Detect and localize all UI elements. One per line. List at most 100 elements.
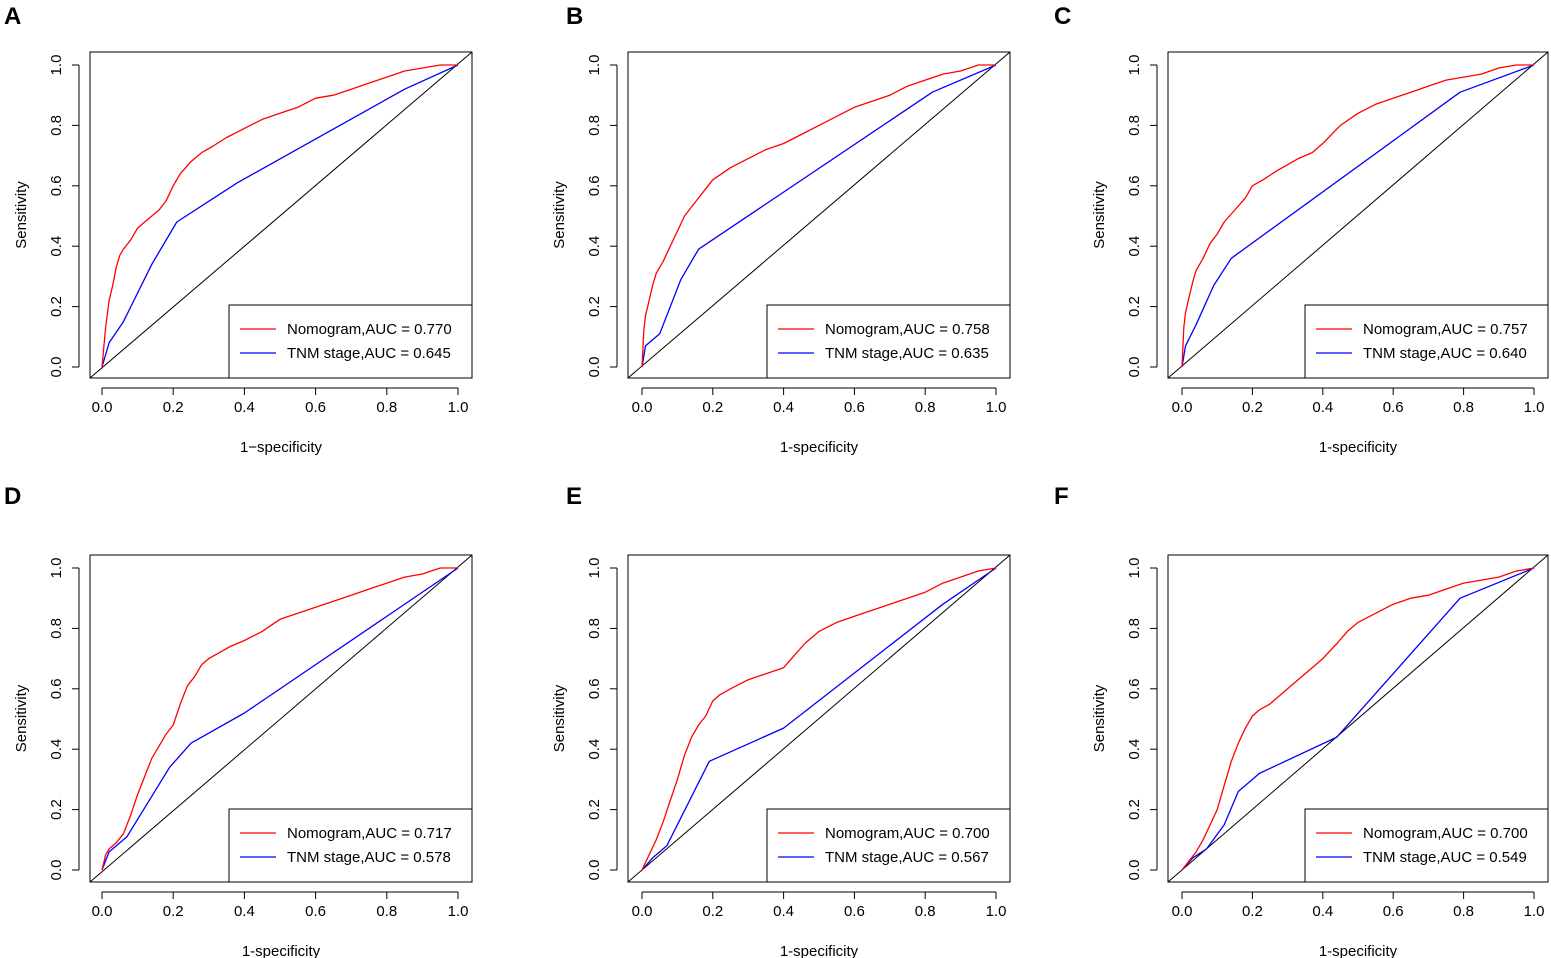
tnm-curve-c (1181, 64, 1535, 368)
legend-box (766, 304, 1011, 379)
panel-e: E0.0 0.2 0.4 0.6 0.8 1.01-specificity0.00.20.… (551, 483, 1011, 958)
nomogram-curve-d (101, 567, 458, 871)
x-axis-label: 1-specificity (1319, 439, 1398, 456)
y-tick-label: 0.4 (1126, 236, 1143, 257)
x-tick-label: 0.2 (702, 903, 723, 920)
x-tick-label: 0.0 (632, 903, 653, 920)
legend-entry: Nomogram,AUC = 0.700 (1363, 825, 1528, 842)
reference-diagonal (1167, 51, 1549, 379)
y-tick-label: 1.0 (1126, 55, 1143, 76)
x-tick-label: 0.0 (632, 399, 653, 416)
x-axis-label: 1-specificity (242, 943, 321, 958)
y-tick-label: 0.6 (48, 678, 65, 699)
x-tick-label: 0.0 (1172, 399, 1193, 416)
y-tick-label: 0.8 (1126, 618, 1143, 639)
x-tick-label: 0.8 (376, 903, 397, 920)
legend-entry: Nomogram,AUC = 0.758 (825, 321, 990, 338)
x-tick-label: 0.4 (234, 903, 255, 920)
x-tick-label: 0.2 (702, 399, 723, 416)
legend-box (766, 808, 1011, 883)
x-tick-label: 0.2 (1242, 399, 1263, 416)
y-tick-label: 1.0 (48, 558, 65, 579)
legend-entry: Nomogram,AUC = 0.717 (287, 825, 452, 842)
x-tick-label: 0.6 (305, 399, 326, 416)
x-tick-label: 1.0 (448, 903, 469, 920)
y-axis-c: 0.0 0.2 0.4 0.6 0.8 1.0 Sensitivity (1091, 55, 1158, 378)
x-tick-label: 0.2 (163, 399, 184, 416)
y-tick-label: 0.2 (1126, 296, 1143, 317)
y-tick-label: 0.4 (48, 739, 65, 760)
y-tick-label: 0.0 (586, 860, 603, 881)
y-tick-label: 0.8 (586, 618, 603, 639)
x-tick-label: 0.2 (163, 903, 184, 920)
y-tick-label: 1.0 (1126, 558, 1143, 579)
legend-box (228, 808, 473, 883)
y-tick-label: 0.6 (586, 175, 603, 196)
x-tick-label: 0.8 (1453, 903, 1474, 920)
x-tick-label: 1.0 (1524, 399, 1545, 416)
reference-diagonal (1167, 554, 1549, 883)
legend-e: Nomogram,AUC = 0.700 TNM stage,AUC = 0.56… (766, 808, 1011, 883)
x-tick-label: 0.6 (844, 903, 865, 920)
x-axis-a: 0.0 0.2 0.4 0.6 0.8 1.0 1−specificity (92, 387, 469, 456)
legend-entry: TNM stage,AUC = 0.578 (287, 849, 451, 866)
y-tick-label: 0.8 (48, 618, 65, 639)
x-tick-label: 0.6 (305, 903, 326, 920)
y-tick-label: 1.0 (586, 55, 603, 76)
y-tick-label: 1.0 (48, 55, 65, 76)
y-axis-label: Sensitivity (551, 684, 568, 752)
y-tick-label: 0.0 (48, 860, 65, 881)
panel-label-e: E (566, 483, 582, 510)
x-axis-label: 1-specificity (780, 943, 859, 958)
x-tick-label: 0.6 (1383, 399, 1404, 416)
panel-label-b: B (566, 3, 583, 30)
x-tick-label: 0.4 (1312, 399, 1333, 416)
tnm-curve-d (101, 567, 459, 871)
x-tick-label: 1.0 (986, 903, 1007, 920)
y-axis-d: 0.0 0.2 0.4 0.6 0.8 1.0 Sensitivity (13, 558, 80, 881)
legend-a: Nomogram,AUC = 0.770 TNM stage,AUC = 0.64… (228, 304, 473, 379)
panel-d: D0.0 0.2 0.4 0.6 0.8 1.01-specificity0.00.20.… (4, 483, 473, 958)
y-axis-a: 0.0 0.2 0.4 0.6 0.8 1.0 Sensitivity (13, 55, 80, 377)
y-tick-label: 0.8 (48, 115, 65, 136)
y-axis-label: Sensitivity (551, 181, 568, 249)
panel-c: C0.0 0.2 0.4 0.6 0.8 1.01-specificity0.00.20.… (1054, 3, 1549, 456)
legend-entry: TNM stage,AUC = 0.549 (1363, 849, 1527, 866)
y-tick-label: 0.0 (1126, 357, 1143, 378)
y-tick-label: 0.4 (586, 739, 603, 760)
x-axis-label: 1-specificity (780, 439, 859, 456)
legend-box (228, 304, 473, 379)
x-tick-label: 0.6 (844, 399, 865, 416)
reference-diagonal (89, 554, 473, 883)
x-axis-f: 0.0 0.2 0.4 0.6 0.8 1.0 1-specificity (1172, 891, 1545, 958)
x-tick-label: 0.4 (773, 903, 794, 920)
panel-a: A0.0 0.2 0.4 0.6 0.8 1.01−specificity0.00.20.… (4, 3, 473, 456)
y-tick-label: 0.6 (48, 175, 65, 196)
y-axis-f: 0.0 0.2 0.4 0.6 0.8 1.0 Sensitivity (1091, 558, 1158, 880)
x-tick-label: 1.0 (448, 399, 469, 416)
legend-box (1304, 304, 1549, 379)
x-axis-label: 1−specificity (240, 439, 323, 456)
y-tick-label: 0.8 (1126, 115, 1143, 136)
nomogram-curve-b (641, 64, 996, 368)
legend-entry: Nomogram,AUC = 0.770 (287, 321, 452, 338)
x-axis-d: 0.0 0.2 0.4 0.6 0.8 1.0 1-specificity (92, 891, 469, 958)
x-tick-label: 0.4 (1312, 903, 1333, 920)
x-tick-label: 0.0 (92, 399, 113, 416)
y-tick-label: 0.6 (586, 678, 603, 699)
legend-entry: TNM stage,AUC = 0.645 (287, 345, 451, 362)
legend-f: Nomogram,AUC = 0.700 TNM stage,AUC = 0.54… (1304, 808, 1549, 883)
nomogram-curve-e (641, 567, 997, 871)
nomogram-curve-a (101, 64, 458, 368)
y-tick-label: 0.4 (1126, 739, 1143, 760)
x-tick-label: 0.8 (376, 399, 397, 416)
y-axis-label: Sensitivity (13, 684, 30, 752)
legend-entry: TNM stage,AUC = 0.635 (825, 345, 989, 362)
y-tick-label: 0.4 (586, 236, 603, 257)
x-axis-e: 0.0 0.2 0.4 0.6 0.8 1.0 1-specificity (632, 891, 1007, 958)
x-tick-label: 0.8 (915, 903, 936, 920)
nomogram-curve-f (1181, 567, 1535, 871)
x-tick-label: 1.0 (1524, 903, 1545, 920)
y-tick-label: 0.2 (1126, 799, 1143, 820)
